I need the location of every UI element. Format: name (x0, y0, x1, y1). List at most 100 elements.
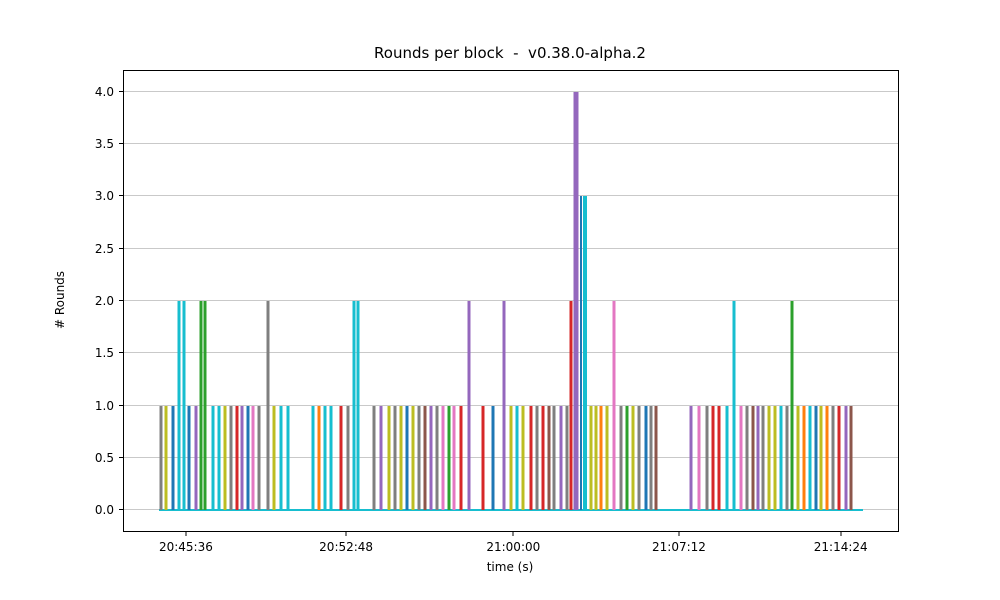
y-tick-label: 2.0 (94, 294, 114, 308)
y-tick-label: 0.0 (94, 503, 114, 518)
spike (802, 405, 806, 511)
spike (509, 405, 513, 511)
spike (323, 405, 327, 511)
spike (229, 405, 233, 511)
spike (387, 405, 391, 511)
spike (491, 405, 495, 511)
y-tick-label: 4.0 (94, 84, 114, 99)
spike (405, 405, 409, 511)
spike (521, 405, 525, 511)
spike (235, 405, 239, 511)
spike (751, 405, 755, 511)
spike (429, 405, 433, 511)
spike (272, 405, 276, 511)
spike (286, 405, 290, 511)
spike (541, 405, 545, 511)
spike (393, 405, 397, 511)
spike (599, 405, 603, 511)
spike (756, 405, 760, 511)
spike (447, 405, 451, 511)
y-tick-mark (119, 352, 124, 354)
spike (182, 301, 186, 511)
spike (257, 405, 261, 511)
spike (356, 301, 360, 511)
x-tick-label: 21:00:00 (486, 540, 541, 554)
spike (644, 405, 648, 511)
y-tick-mark (119, 404, 124, 406)
spike (311, 405, 315, 511)
spike (767, 405, 771, 511)
spike (372, 405, 376, 511)
spike (203, 301, 207, 511)
spike (732, 301, 736, 511)
y-axis-label: # Rounds (53, 270, 67, 330)
spike (211, 405, 215, 511)
spike (346, 405, 350, 511)
spike (808, 405, 812, 511)
spike (399, 405, 403, 511)
spike (441, 405, 445, 511)
spike (535, 405, 539, 511)
spike (790, 301, 794, 511)
spike (171, 405, 175, 511)
spike (317, 405, 321, 511)
spike (837, 405, 841, 511)
spike (594, 405, 598, 511)
x-tick-mark (512, 531, 514, 536)
spike (779, 405, 783, 511)
spike (411, 405, 415, 511)
spike (689, 405, 693, 511)
spike (266, 301, 270, 511)
spike (502, 301, 506, 511)
y-tick-label: 3.5 (94, 137, 114, 152)
spike (819, 405, 823, 511)
x-tick-label: 21:14:24 (813, 540, 868, 554)
y-tick-mark (119, 509, 124, 511)
spike (177, 301, 181, 511)
spike (705, 405, 709, 511)
y-tick-mark (119, 247, 124, 249)
spike (559, 405, 563, 511)
spike (452, 405, 456, 511)
spike (785, 405, 789, 511)
spike (697, 405, 701, 511)
spike (711, 405, 715, 511)
spike (423, 405, 427, 511)
spike (625, 405, 629, 511)
gridline-y (124, 143, 898, 145)
spike (583, 196, 588, 511)
y-tick-label: 2.5 (94, 241, 114, 256)
spike (605, 405, 609, 511)
spike (631, 405, 635, 511)
spike (379, 405, 383, 511)
x-axis-label: time (s) (486, 560, 534, 574)
spike (547, 405, 551, 511)
spike (844, 405, 848, 511)
y-tick-label: 3.0 (94, 189, 114, 204)
chart-title: Rounds per block - v0.38.0-alpha.2 (374, 44, 646, 62)
spike (339, 405, 343, 511)
y-tick-mark (119, 456, 124, 458)
gridline-y (124, 300, 898, 301)
spike (187, 405, 191, 511)
spike (251, 405, 255, 511)
spike (849, 405, 853, 511)
spike (761, 405, 765, 511)
spike (529, 405, 533, 511)
series-baseline (158, 509, 864, 512)
spike (329, 405, 333, 511)
spike (240, 405, 244, 511)
spike (217, 405, 221, 511)
y-tick-mark (119, 300, 124, 301)
gridline-y (124, 247, 898, 249)
spike (831, 405, 835, 511)
spike (279, 405, 283, 511)
spike (435, 405, 439, 511)
spike (579, 196, 582, 511)
spike (573, 91, 579, 511)
spike (223, 405, 227, 511)
x-tick-label: 21:07:12 (652, 540, 706, 554)
spike (246, 405, 250, 511)
spike (739, 405, 743, 511)
spike (745, 405, 749, 511)
